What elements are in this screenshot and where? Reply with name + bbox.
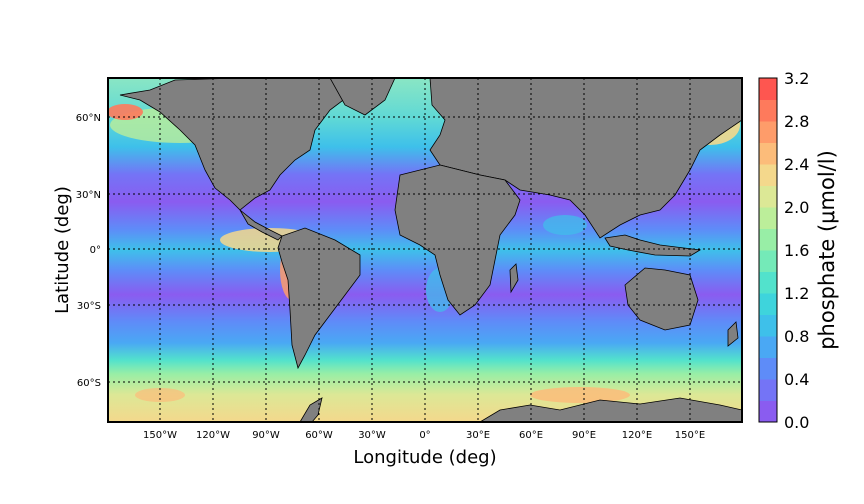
colorbar-band (759, 250, 777, 272)
colorbar-band (759, 271, 777, 294)
lon-tick-label: 120°W (196, 430, 230, 441)
madagascar (509, 263, 519, 294)
africa (394, 164, 521, 316)
colorbar-band (759, 357, 777, 380)
latitude-ticks: 60°N 30°N 0° 30°S 60°S (76, 113, 101, 389)
south-ocean-orange-1 (530, 387, 630, 403)
lon-tick-label: 60°E (519, 430, 543, 441)
lon-tick-label: 120°E (622, 430, 652, 441)
colorbar-frame (758, 77, 778, 423)
colorbar-band (759, 228, 777, 251)
longitude-ticks: 150°W 120°W 90°W 60°W 30°W 0° 30°E 60°E … (143, 430, 705, 441)
colorbar-band (759, 314, 777, 337)
lat-tick-label: 30°N (76, 190, 101, 201)
colorbar (759, 78, 777, 423)
colorbar-band (759, 121, 777, 143)
colorbar-tick-label: 1.2 (784, 284, 809, 303)
lon-tick-label: 90°E (572, 430, 596, 441)
europe-asia (429, 78, 742, 239)
lon-tick-label: 30°W (358, 430, 386, 441)
lon-tick-label: 150°E (675, 430, 705, 441)
central-america (239, 209, 283, 241)
colorbar-tick-label: 1.6 (784, 241, 809, 260)
map-panel (108, 78, 742, 422)
lat-tick-label: 60°S (77, 378, 101, 389)
lat-tick-label: 60°N (76, 113, 101, 124)
antarctica (479, 397, 742, 422)
colorbar-band (759, 336, 777, 358)
colorbar-tick-label: 3.2 (784, 69, 809, 88)
lon-tick-label: 30°E (466, 430, 490, 441)
colorbar-band (759, 78, 777, 100)
land (119, 78, 742, 422)
colorbar-band (759, 142, 777, 165)
colorbar-tick-label: 2.4 (784, 155, 809, 174)
greenland (329, 78, 396, 116)
lon-tick-label: 90°W (252, 430, 280, 441)
colorbar-band (759, 293, 777, 315)
north-pacific-red (108, 104, 143, 120)
map-frame (107, 77, 743, 423)
lon-tick-label: 0° (419, 430, 430, 441)
colorbar-label: phosphate (μmol/l) (815, 150, 839, 350)
y-axis-label: Latitude (deg) (52, 186, 73, 314)
australia (624, 267, 699, 331)
colorbar-band (759, 185, 777, 208)
colorbar-tick-label: 2.8 (784, 112, 809, 131)
graticule (108, 78, 742, 422)
colorbar-tick-label: 0.8 (784, 327, 809, 346)
colorbar-ticks: 0.0 0.4 0.8 1.2 1.6 2.0 2.4 2.8 3.2 (784, 69, 809, 432)
lat-tick-label: 0° (90, 245, 101, 256)
arabian-sea-high (543, 215, 587, 235)
north-america (119, 78, 351, 211)
lon-tick-label: 60°W (305, 430, 333, 441)
colorbar-tick-label: 0.0 (784, 413, 809, 432)
colorbar-tick-label: 0.4 (784, 370, 809, 389)
colorbar-band (759, 164, 777, 186)
lon-tick-label: 150°W (143, 430, 177, 441)
maritime-continent (604, 234, 702, 257)
colorbar-band (759, 400, 777, 423)
colorbar-band (759, 207, 777, 229)
colorbar-band (759, 99, 777, 122)
antarctic-peninsula (299, 397, 323, 422)
lat-tick-label: 30°S (77, 301, 101, 312)
colorbar-tick-label: 2.0 (784, 198, 809, 217)
new-zealand (727, 321, 739, 347)
x-axis-label: Longitude (deg) (353, 447, 496, 468)
colorbar-band (759, 379, 777, 401)
